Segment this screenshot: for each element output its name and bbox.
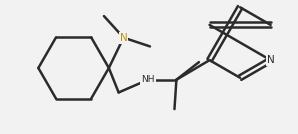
Text: NH: NH	[141, 75, 155, 84]
Text: N: N	[120, 33, 128, 43]
Text: N: N	[267, 55, 274, 65]
